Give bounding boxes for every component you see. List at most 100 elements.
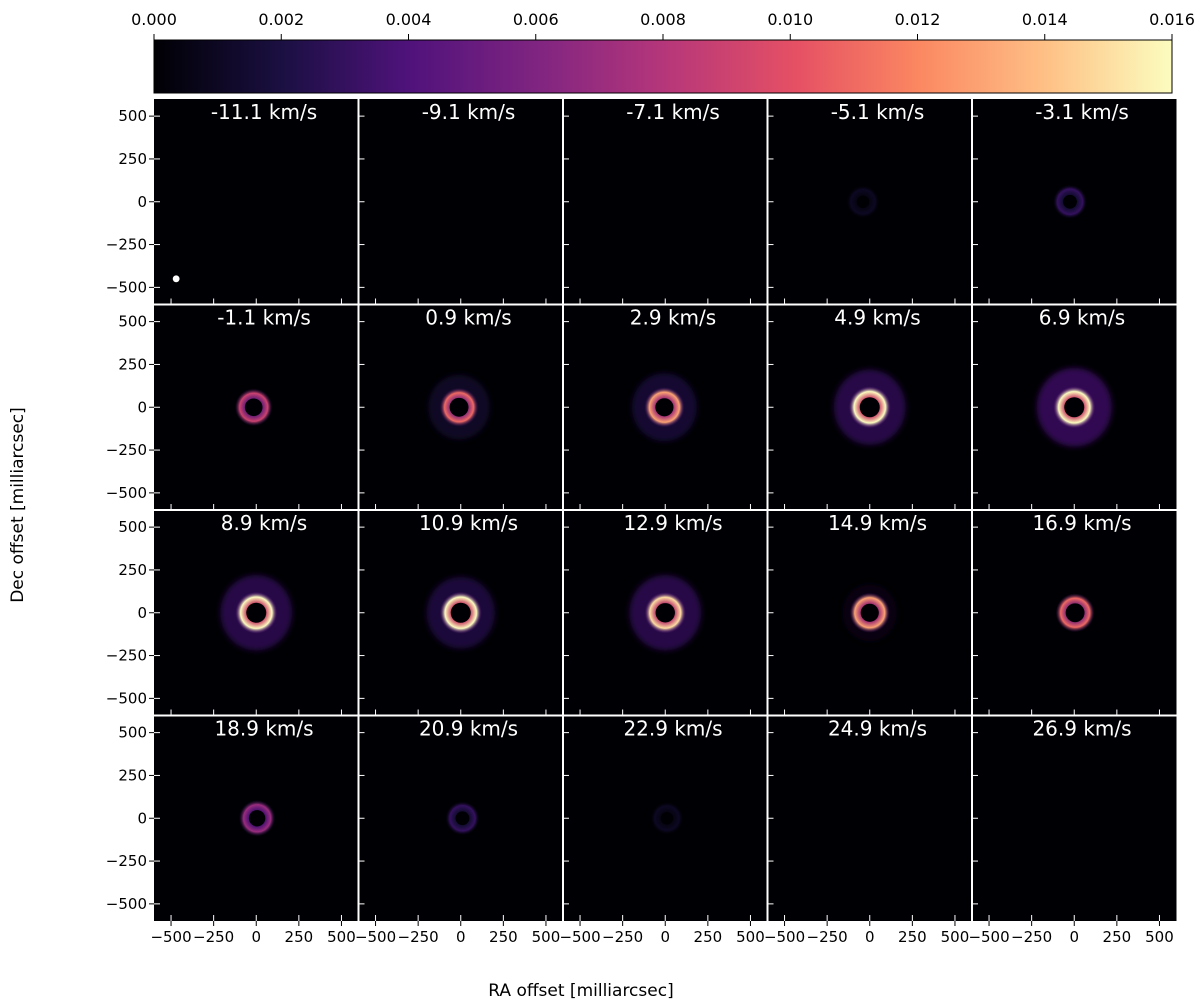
- star-occultation: [859, 397, 880, 418]
- star-occultation: [1063, 194, 1077, 209]
- channel-panel: 22.9 km/s −500 −250 0 250 500: [559, 715, 768, 946]
- velocity-label: 26.9 km/s: [1032, 717, 1131, 741]
- colorbar-tick-label: 0.006: [513, 10, 559, 29]
- colorbar-ticks: 0.000 0.002 0.004 0.006 0.008 0.010 0.012 0.014…: [131, 10, 1195, 40]
- colorbar-tick-label: 0.000: [131, 10, 177, 29]
- x-tick-label: 250: [1103, 928, 1132, 946]
- y-tick-label: −250: [106, 441, 147, 459]
- velocity-label: 10.9 km/s: [419, 511, 518, 535]
- x-axis-label: RA offset [milliarcsec]: [488, 981, 673, 1001]
- channel-panel: 4.9 km/s: [767, 304, 972, 510]
- y-axis-label: Dec offset [milliarcsec]: [8, 407, 28, 603]
- y-tick-label: 500: [118, 518, 147, 536]
- x-tick-label: −500: [150, 928, 191, 946]
- channel-panel: 10.9 km/s: [358, 510, 563, 716]
- y-tick-label: 500: [118, 724, 147, 742]
- x-tick-label: −500: [968, 928, 1009, 946]
- x-tick-label: 250: [694, 928, 723, 946]
- beam-marker: [172, 275, 180, 283]
- channel-panel: 26.9 km/s −500 −250 0 250 500: [968, 715, 1177, 946]
- channel-panel: 0.9 km/s: [358, 304, 563, 510]
- y-tick-label: 500: [118, 107, 147, 125]
- channel-panel: -1.1 km/s 500 250 0 −250 −500: [106, 304, 359, 510]
- y-tick-label: −500: [106, 484, 147, 502]
- channel-panel: 12.9 km/s: [563, 510, 768, 716]
- channel-panel: 2.9 km/s: [563, 304, 768, 510]
- x-tick-label: −500: [355, 928, 396, 946]
- channel-panel: 14.9 km/s: [767, 510, 972, 716]
- channel-panel: -7.1 km/s: [563, 99, 768, 305]
- velocity-label: -9.1 km/s: [422, 100, 516, 124]
- channel-panel: 24.9 km/s −500 −250 0 250 500: [764, 715, 972, 946]
- velocity-label: -1.1 km/s: [217, 306, 311, 330]
- velocity-label: -7.1 km/s: [626, 100, 720, 124]
- colorbar-tick-label: 0.014: [1022, 10, 1068, 29]
- velocity-label: 8.9 km/s: [221, 511, 307, 535]
- y-tick-label: 0: [137, 193, 147, 211]
- x-tick-label: −250: [602, 928, 643, 946]
- x-tick-label: 0: [456, 928, 466, 946]
- x-tick-label: −500: [559, 928, 600, 946]
- colorbar-gradient: [153, 39, 1173, 94]
- star-occultation: [655, 398, 674, 417]
- velocity-label: 24.9 km/s: [828, 717, 927, 741]
- star-occultation: [246, 602, 267, 623]
- colorbar-tick-label: 0.012: [895, 10, 941, 29]
- channel-panel: -9.1 km/s: [358, 99, 563, 305]
- star-occultation: [450, 602, 471, 623]
- star-occultation: [860, 603, 879, 622]
- x-tick-label: 0: [865, 928, 875, 946]
- y-tick-label: −500: [106, 689, 147, 707]
- channel-panel: 20.9 km/s −500 −250 0 250 500: [355, 715, 563, 946]
- y-tick-label: −500: [106, 895, 147, 913]
- y-tick-label: 0: [137, 809, 147, 827]
- velocity-label: 14.9 km/s: [828, 511, 927, 535]
- x-tick-label: 500: [736, 928, 765, 946]
- star-occultation: [248, 810, 266, 827]
- colorbar-tick-label: 0.002: [258, 10, 304, 29]
- y-tick-label: −250: [106, 647, 147, 665]
- star-occultation: [449, 397, 469, 417]
- y-tick-label: −500: [106, 278, 147, 296]
- panel-background: [767, 715, 972, 921]
- y-tick-label: −250: [106, 236, 147, 254]
- velocity-label: 12.9 km/s: [623, 511, 722, 535]
- y-tick-label: −250: [106, 852, 147, 870]
- velocity-label: -11.1 km/s: [211, 100, 317, 124]
- velocity-label: 20.9 km/s: [419, 717, 518, 741]
- x-tick-label: 500: [327, 928, 356, 946]
- velocity-label: 6.9 km/s: [1039, 306, 1125, 330]
- y-tick-label: 0: [137, 398, 147, 416]
- x-tick-label: 0: [251, 928, 261, 946]
- star-occultation: [856, 195, 870, 209]
- x-tick-label: −250: [807, 928, 848, 946]
- velocity-label: 18.9 km/s: [214, 717, 313, 741]
- y-tick-label: 250: [118, 150, 147, 168]
- colorbar-tick-label: 0.004: [386, 10, 432, 29]
- x-tick-label: 0: [1069, 928, 1079, 946]
- x-tick-label: 250: [489, 928, 518, 946]
- channel-panel: 8.9 km/s 500 250 0 −250 −500: [106, 510, 359, 716]
- x-tick-label: 500: [532, 928, 561, 946]
- channel-panel: -11.1 km/s 500 250 0 −250 −500: [106, 99, 359, 305]
- channel-panel: -3.1 km/s: [972, 99, 1177, 305]
- y-tick-label: 250: [118, 355, 147, 373]
- colorbar-tick-label: 0.008: [640, 10, 686, 29]
- channel-panel: -5.1 km/s: [767, 99, 972, 305]
- colorbar-tick-label: 0.016: [1149, 10, 1195, 29]
- panel-background: [154, 99, 359, 305]
- velocity-label: 16.9 km/s: [1032, 511, 1131, 535]
- velocity-label: 4.9 km/s: [834, 306, 920, 330]
- panel-background: [563, 99, 768, 305]
- x-tick-label: −250: [398, 928, 439, 946]
- velocity-label: -3.1 km/s: [1035, 100, 1129, 124]
- channel-panel: 16.9 km/s: [972, 510, 1177, 716]
- x-tick-label: 500: [941, 928, 970, 946]
- x-tick-label: −500: [764, 928, 805, 946]
- star-occultation: [655, 603, 675, 623]
- panel-background: [358, 99, 563, 305]
- x-tick-label: −250: [193, 928, 234, 946]
